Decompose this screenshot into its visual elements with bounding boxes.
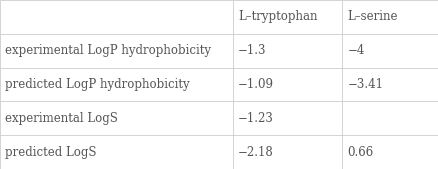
Text: experimental LogS: experimental LogS <box>5 112 118 125</box>
Text: −2.18: −2.18 <box>237 146 273 159</box>
Text: L–serine: L–serine <box>347 10 397 23</box>
Text: 0.66: 0.66 <box>347 146 373 159</box>
Text: −4: −4 <box>347 44 364 57</box>
Text: L–tryptophan: L–tryptophan <box>237 10 317 23</box>
Text: predicted LogP hydrophobicity: predicted LogP hydrophobicity <box>5 78 190 91</box>
Text: −3.41: −3.41 <box>347 78 383 91</box>
Text: experimental LogP hydrophobicity: experimental LogP hydrophobicity <box>5 44 211 57</box>
Text: −1.23: −1.23 <box>237 112 273 125</box>
Text: −1.3: −1.3 <box>237 44 266 57</box>
Text: −1.09: −1.09 <box>237 78 273 91</box>
Text: predicted LogS: predicted LogS <box>5 146 96 159</box>
